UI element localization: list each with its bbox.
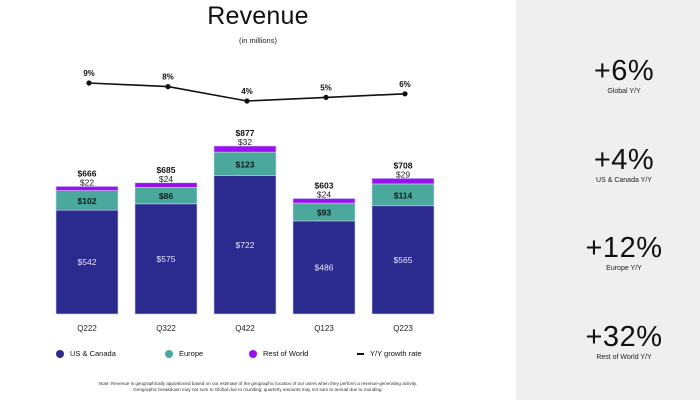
bar-total-label: $666	[78, 168, 97, 178]
footnote-line-1: Note: Revenue is geographically apportio…	[98, 381, 418, 386]
bar-label-us-canada: $722	[236, 240, 255, 250]
kpi-value: +12%	[585, 232, 663, 264]
bar-segment-us-canada	[371, 205, 435, 315]
bar-label-europe: $123	[236, 159, 255, 169]
bar-segment-rest-of-world	[55, 186, 119, 191]
chart-subtitle: (in millions)	[239, 36, 277, 45]
legend-label: US & Canada	[70, 349, 116, 358]
bar-label-rest-of-world: $24	[159, 174, 173, 184]
bar-segment-rest-of-world	[213, 145, 277, 153]
growth-rate-label: 5%	[320, 83, 332, 92]
bar-label-us-canada: $486	[315, 262, 334, 272]
kpi-rest-of-world: +32% Rest of World Y/Y	[564, 322, 684, 361]
bar-label-us-canada: $542	[78, 257, 97, 267]
bar-label-europe: $114	[394, 190, 413, 200]
legend-swatch-us-canada	[56, 349, 64, 358]
bar-segment-rest-of-world	[134, 182, 198, 188]
x-tick-label: Q223	[393, 324, 413, 333]
bar-total-label: $685	[157, 165, 176, 175]
bar-label-rest-of-world: $24	[317, 189, 331, 199]
kpi-label: Europe Y/Y	[606, 265, 642, 272]
kpi-us-canada: +4% US & Canada Y/Y	[564, 145, 684, 184]
kpi-panel: +6% Global Y/Y +4% US & Canada Y/Y +12% …	[516, 0, 700, 400]
bar-label-rest-of-world: $32	[238, 137, 252, 147]
legend-swatch-growth-line	[357, 352, 364, 355]
bar-label-us-canada: $565	[394, 255, 413, 265]
legend-swatch-europe	[165, 349, 173, 358]
x-tick-label: Q222	[77, 324, 97, 333]
bar-segment-rest-of-world	[292, 198, 356, 204]
bar-segment-us-canada	[134, 203, 198, 315]
growth-rate-label: 4%	[241, 87, 253, 96]
bar-segment-us-canada	[292, 220, 356, 315]
bar-label-rest-of-world: $22	[80, 177, 94, 187]
kpi-label: Global Y/Y	[607, 88, 641, 95]
kpi-global: +6% Global Y/Y	[564, 56, 684, 95]
bar-total-label: $708	[394, 160, 413, 170]
growth-rate-label: 8%	[162, 73, 174, 82]
legend-label: Europe	[179, 349, 204, 358]
growth-rate-point	[165, 84, 171, 90]
bar-segment-rest-of-world	[371, 178, 435, 185]
bar-segment-us-canada	[55, 209, 119, 315]
legend-label: Y/Y growth rate	[370, 349, 422, 358]
kpi-value: +4%	[593, 144, 655, 176]
legend-item-us-canada: US & Canada	[56, 349, 116, 358]
x-tick-label: Q322	[156, 324, 176, 333]
kpi-value: +6%	[593, 55, 655, 87]
bar-label-europe: $102	[78, 196, 97, 206]
bar-segment-us-canada	[213, 175, 277, 315]
growth-rate-label: 9%	[83, 69, 95, 78]
legend-item-growth-rate: Y/Y growth rate	[357, 349, 422, 358]
kpi-label: US & Canada Y/Y	[596, 177, 652, 184]
bar-total-label: $603	[315, 180, 334, 190]
x-tick-label: Q123	[314, 324, 334, 333]
footnote: Note: Revenue is geographically apportio…	[0, 381, 516, 393]
bar-label-europe: $86	[159, 191, 173, 201]
growth-rate-point	[402, 91, 408, 97]
footnote-line-2: Geographic breakdown may not sum to Glob…	[133, 387, 383, 392]
bar-label-rest-of-world: $29	[396, 169, 410, 179]
bar-label-us-canada: $575	[157, 254, 176, 264]
kpi-label: Rest of World Y/Y	[596, 354, 652, 361]
legend-label: Rest of World	[263, 349, 309, 358]
legend-item-rest-of-world: Rest of World	[249, 349, 308, 358]
revenue-chart: $542$102$22$666Q222$575$86$24$685Q322$72…	[55, 69, 435, 333]
growth-rate-label: 6%	[399, 80, 411, 89]
legend-item-europe: Europe	[165, 349, 203, 358]
kpi-europe: +12% Europe Y/Y	[564, 233, 684, 272]
chart-title: Revenue	[207, 2, 309, 30]
x-tick-label: Q422	[235, 324, 255, 333]
legend-swatch-rest-of-world	[249, 349, 257, 358]
growth-rate-point	[323, 94, 329, 100]
bar-label-europe: $93	[317, 207, 331, 217]
bar-total-label: $877	[236, 128, 255, 138]
kpi-value: +32%	[585, 321, 663, 353]
chart-legend: US & Canada Europe Rest of World Y/Y gro…	[0, 349, 516, 363]
growth-rate-point	[86, 80, 92, 86]
growth-rate-point	[244, 98, 250, 104]
